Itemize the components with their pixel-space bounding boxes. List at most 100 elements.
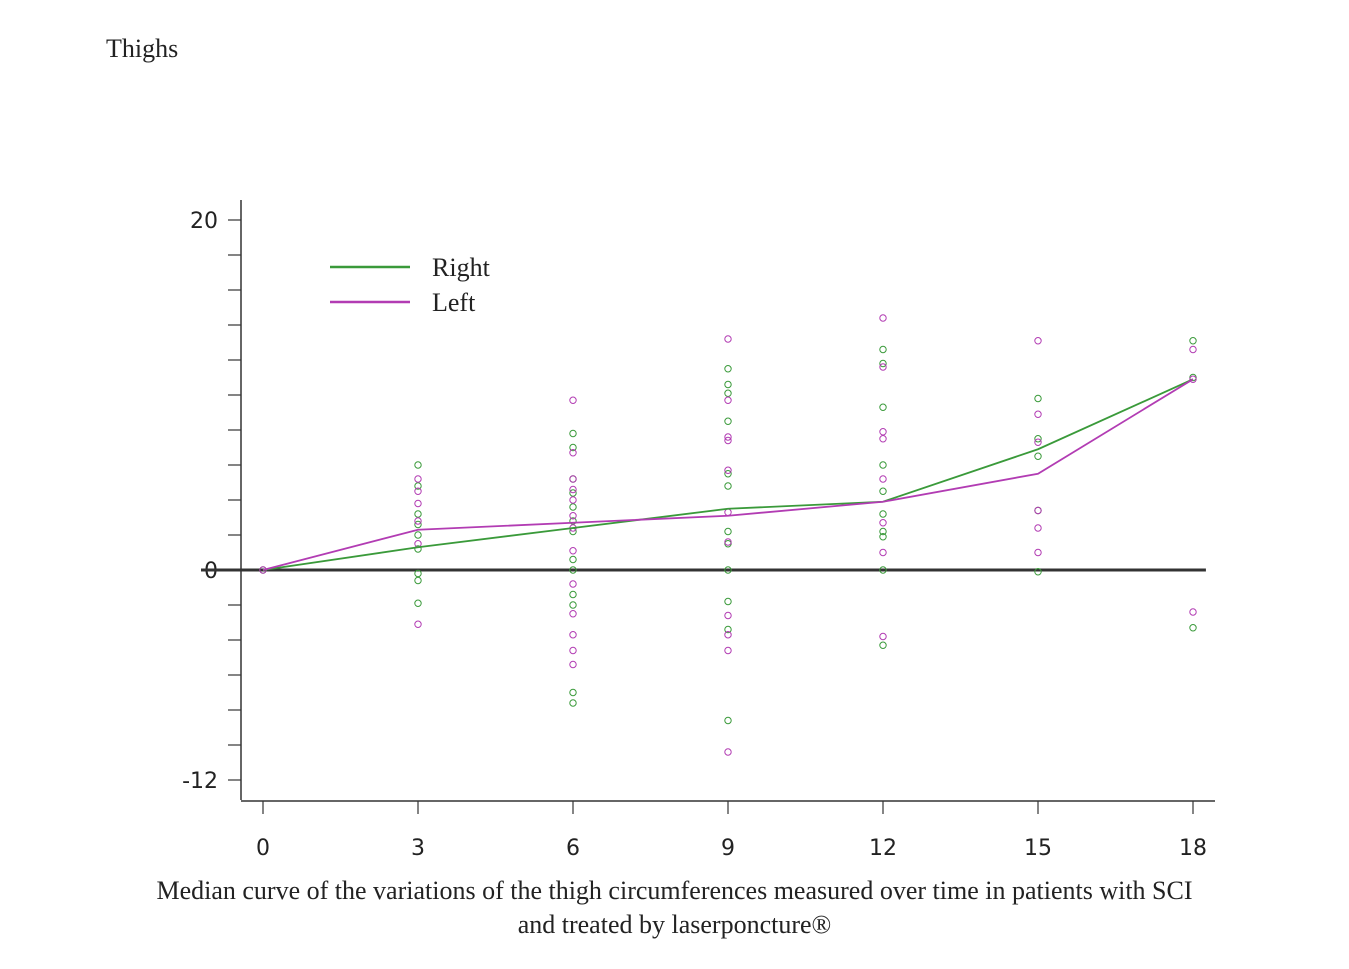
scatter-point-right [879,461,887,469]
scatter-point-right [1189,624,1197,632]
scatter-point-right [1189,337,1197,345]
scatter-point-left [724,748,732,756]
scatter-point-right [414,510,422,518]
scatter-point-right [414,599,422,607]
scatter-point-left [724,611,732,620]
scatter-point-right [879,527,887,536]
scatter-point-right [1034,394,1042,403]
scatter-point-right [569,699,577,707]
x-tick-label: 18 [1179,836,1207,861]
scatter-point-right [569,601,577,609]
scatter-point-left [1034,337,1042,345]
scatter-point-right [569,566,577,574]
scatter-point-right [414,576,422,585]
scatter-point-left [879,475,887,483]
scatter-point-left [724,436,732,445]
scatter-point-left [724,538,732,546]
scatter-point-right [879,345,887,354]
scatter-point-left [879,435,887,443]
scatter-point-right [724,716,732,725]
scatter-point-left [1189,608,1197,616]
scatter-point-left [724,396,732,404]
scatter-point-right [569,590,577,599]
scatter-point-left [569,580,577,588]
scatter-point-right [724,625,732,634]
y-tick-label: 20 [190,209,218,234]
x-tick-label: 9 [721,836,735,861]
scatter-point-left [879,632,887,641]
scatter-point-right [414,482,422,490]
scatter-point-left [414,620,422,628]
scatter-point-right [724,365,732,373]
scatter-point-left [1034,438,1042,446]
scatter-point-left [569,512,577,520]
scatter-point-left [569,631,577,639]
scatter-point-right [414,545,422,553]
scatter-point-left [569,485,577,494]
scatter-point-right [569,489,577,497]
scatter-point-right [1034,568,1042,576]
median-line-right [262,378,1194,571]
scatter-point-right [879,510,887,518]
y-tick-label: -12 [182,769,218,794]
scatter-point-left [724,335,732,343]
scatter-point-right [414,520,422,529]
figure-caption: Median curve of the variations of the th… [0,874,1349,942]
scatter-point-right [724,470,732,478]
scatter-point-right [569,443,577,452]
scatter-point-left [879,363,887,371]
scatter-points [259,314,1197,756]
legend: Right Left [330,253,491,317]
scatter-point-left [569,496,577,504]
scatter-point-left [569,610,577,618]
scatter-point-right [879,487,887,495]
scatter-point-left [724,508,732,516]
scatter-point-right [569,517,577,525]
scatter-point-right [879,641,887,649]
scatter-point-left [569,660,577,669]
scatter-point-left [569,449,577,457]
scatter-point-right [414,569,422,578]
scatter-point-left [414,499,422,508]
scatter-point-left [569,475,577,483]
scatter-point-left [414,475,422,483]
scatter-point-left [724,466,732,474]
scatter-point-right [724,527,732,536]
scatter-point-right [414,531,422,539]
scatter-point-right [724,566,732,574]
scatter-point-left [569,646,577,655]
scatter-point-right [724,380,732,389]
scatter-point-left [724,433,732,441]
scatter-point-right [879,403,887,411]
scatter-point-left [1189,345,1197,354]
scatter-point-left [1189,375,1197,383]
caption-line-2: and treated by laserponcture® [517,910,832,939]
scatter-point-right [569,429,577,438]
scatter-point-right [1034,452,1042,460]
x-tick-label: 15 [1024,836,1052,861]
scatter-point-left [569,396,577,404]
scatter-point-left [1034,410,1042,418]
scatter-point-right [879,566,887,574]
scatter-point-left [879,314,887,322]
scatter-point-right [569,555,577,564]
legend-label-right: Right [432,253,491,282]
scatter-point-left [879,428,887,436]
caption-line-1: Median curve of the variations of the th… [156,876,1193,905]
scatter-point-right [724,597,732,606]
scatter-point-right [569,503,577,511]
scatter-point-left [879,548,887,557]
legend-label-left: Left [432,288,476,317]
scatter-point-right [724,482,732,490]
scatter-point-right [724,417,732,425]
scatter-point-left [1034,524,1042,532]
scatter-point-left [724,646,732,655]
scatter-point-left [414,517,422,525]
scatter-point-left [1034,548,1042,557]
scatter-point-left [1034,506,1042,515]
x-tick-label: 12 [869,836,897,861]
x-tick-label: 6 [566,836,580,861]
scatter-point-right [879,359,887,368]
